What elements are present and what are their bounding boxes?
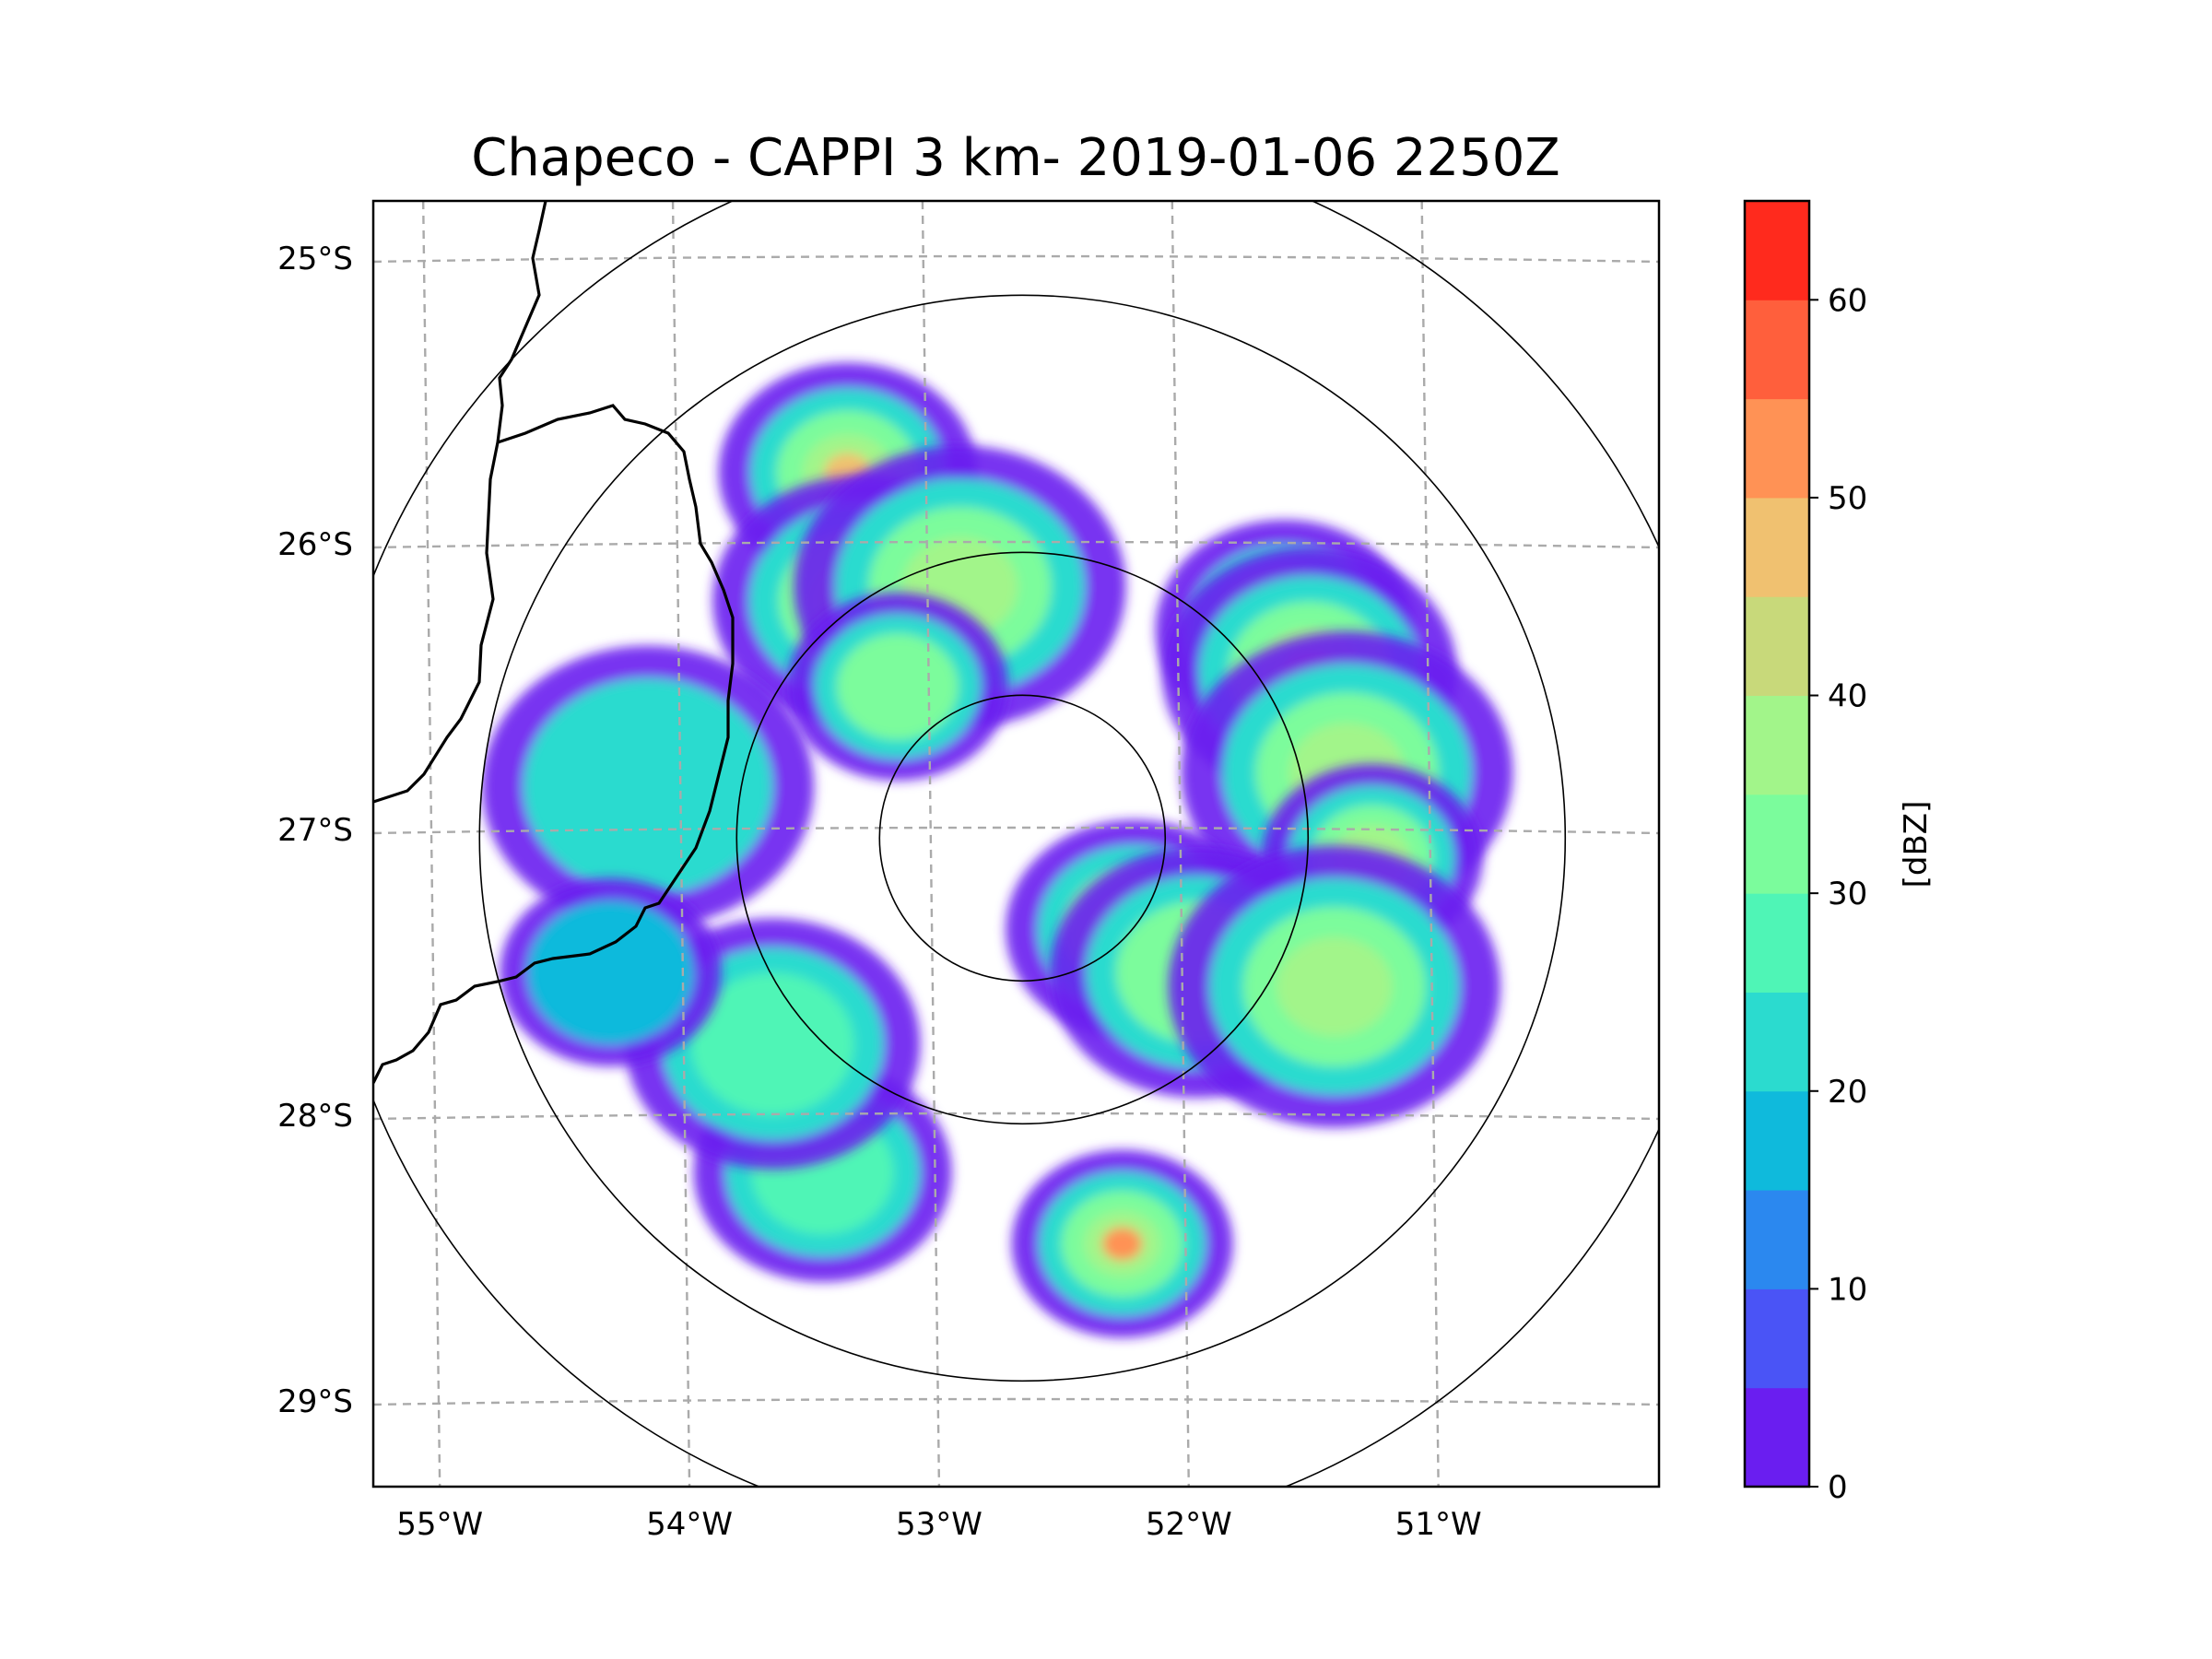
gridline-lat bbox=[373, 1112, 1659, 1121]
colorbar-segment bbox=[1745, 794, 1809, 894]
range-ring bbox=[878, 694, 1167, 982]
y-tick-label: 27°S bbox=[277, 812, 353, 849]
colorbar-segment bbox=[1745, 992, 1809, 1092]
gridline-lat bbox=[373, 254, 1659, 264]
gridline-lat bbox=[373, 1397, 1659, 1406]
y-tick-label: 29°S bbox=[277, 1383, 353, 1420]
colorbar-segment bbox=[1745, 1090, 1809, 1191]
colorbar-tick-label: 30 bbox=[1828, 876, 1867, 912]
echo-cell bbox=[500, 878, 722, 1066]
gridline-lon bbox=[1171, 201, 1190, 1487]
y-tick-label: 25°S bbox=[277, 241, 353, 277]
gridline-lon bbox=[921, 201, 941, 1487]
colorbar: 0 10 20 30 40 50 60 bbox=[1743, 199, 1867, 1506]
x-tick-label: 51°W bbox=[1395, 1506, 1482, 1543]
colorbar-segment bbox=[1745, 695, 1809, 795]
colorbar-tick-label: 10 bbox=[1828, 1271, 1867, 1308]
gridline-lon bbox=[421, 201, 441, 1487]
range-ring bbox=[478, 294, 1567, 1382]
latitude-tick-labels: 25°S 26°S 27°S 28°S 29°S bbox=[277, 241, 353, 1420]
colorbar-segment bbox=[1745, 201, 1809, 300]
range-rings bbox=[373, 201, 1659, 1487]
chart-title: Chapeco - CAPPI 3 km- 2019-01-06 2250Z bbox=[471, 128, 1560, 188]
colorbar-segment bbox=[1745, 1190, 1809, 1289]
x-tick-label: 53°W bbox=[896, 1506, 982, 1543]
echo-cell bbox=[1011, 1149, 1233, 1338]
reflectivity-echoes bbox=[481, 362, 1513, 1338]
x-tick-label: 54°W bbox=[646, 1506, 733, 1543]
colorbar-segment bbox=[1745, 300, 1809, 400]
state-border-line bbox=[373, 201, 547, 804]
colorbar-segment bbox=[1745, 1387, 1809, 1488]
range-ring bbox=[735, 551, 1310, 1125]
echo-cell bbox=[481, 645, 814, 928]
y-tick-label: 28°S bbox=[277, 1098, 353, 1135]
map-frame bbox=[371, 199, 1661, 1488]
colorbar-frame bbox=[1743, 199, 1811, 1488]
colorbar-label: [dBZ] bbox=[1898, 801, 1935, 888]
x-tick-label: 55°W bbox=[396, 1506, 483, 1543]
echo-cell bbox=[786, 593, 1008, 781]
colorbar-segment bbox=[1745, 596, 1809, 697]
x-tick-label: 52°W bbox=[1146, 1506, 1232, 1543]
y-tick-label: 26°S bbox=[277, 526, 353, 563]
map-plot-area bbox=[373, 201, 1659, 1487]
colorbar-segment bbox=[1745, 893, 1809, 993]
gridline-lon bbox=[1420, 201, 1440, 1487]
country-border-line bbox=[373, 404, 735, 1084]
colorbar-segment bbox=[1745, 1288, 1809, 1389]
gridline-lat bbox=[373, 826, 1659, 835]
colorbar-tick-label: 60 bbox=[1828, 282, 1867, 319]
colorbar-tick-label: 50 bbox=[1828, 480, 1867, 517]
colorbar-tick-label: 0 bbox=[1828, 1469, 1848, 1506]
colorbar-tick-label: 20 bbox=[1828, 1074, 1867, 1111]
colorbar-tick-label: 40 bbox=[1828, 678, 1867, 715]
gridline-lon bbox=[671, 201, 691, 1487]
colorbar-segment bbox=[1745, 398, 1809, 499]
echo-cell bbox=[1168, 845, 1500, 1128]
colorbar-segment bbox=[1745, 497, 1809, 597]
longitude-tick-labels: 55°W 54°W 53°W 52°W 51°W bbox=[396, 1506, 1481, 1543]
